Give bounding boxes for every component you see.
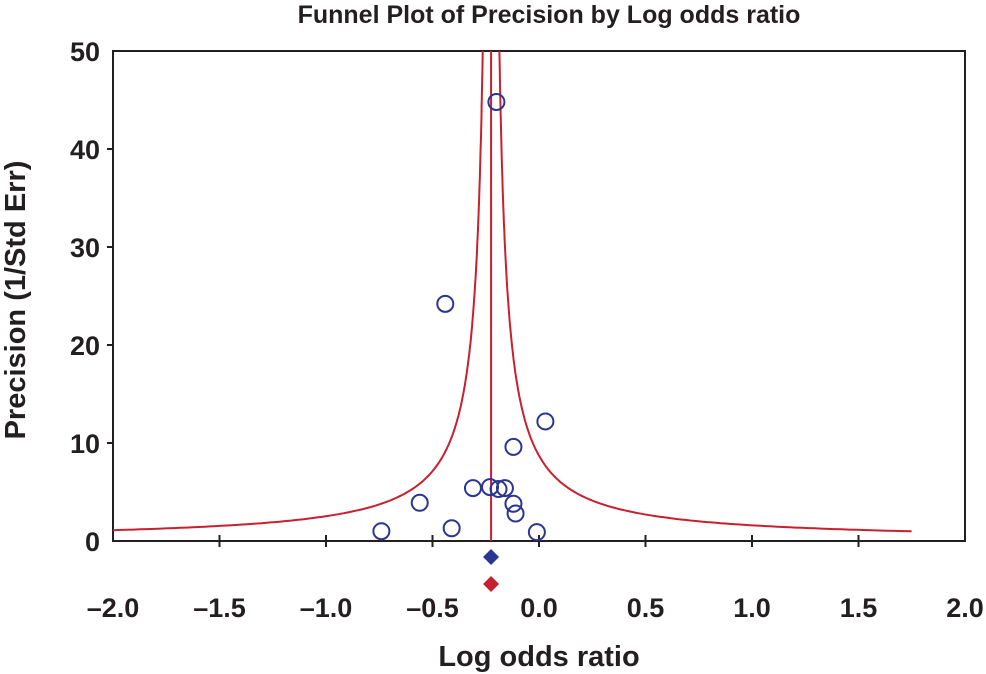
study-point	[489, 480, 508, 499]
study-point	[536, 412, 555, 431]
study-point	[436, 294, 455, 313]
funnel-right-line	[498, 50, 912, 533]
x-tick-label: –2.0	[87, 593, 140, 623]
study-point	[487, 92, 506, 111]
observed-summary-diamond	[483, 549, 500, 565]
x-tick-label: 0.0	[520, 593, 558, 623]
x-tick-label: 1.0	[733, 593, 771, 623]
study-point	[463, 479, 482, 498]
y-tick-label: 50	[70, 37, 100, 67]
x-tick-label: –1.5	[193, 593, 246, 623]
plot-area	[112, 50, 966, 542]
x-axis-label: Log odds ratio	[438, 641, 639, 673]
study-point	[410, 493, 429, 512]
chart-title: Funnel Plot of Precision by Log odds rat…	[298, 1, 801, 29]
axis-ticks: –2.0 –1.5 –1.0 –0.5 0.0 0.5 1.0 1.5 2.0 0 10 20 30 40…	[70, 37, 984, 623]
study-point	[504, 437, 523, 456]
x-tick-label: –1.0	[300, 593, 353, 623]
x-tick-label: 0.5	[627, 593, 665, 623]
study-point	[442, 519, 461, 538]
x-tick-label: –0.5	[406, 593, 459, 623]
y-tick-label: 10	[70, 429, 100, 459]
y-tick-label: 40	[70, 135, 100, 165]
y-tick-label: 0	[85, 527, 100, 557]
x-tick-label: 1.5	[840, 593, 878, 623]
study-point	[527, 523, 546, 542]
plot-frame	[112, 50, 966, 542]
funnel-left-line	[112, 50, 484, 532]
x-tick-label: 2.0	[946, 593, 984, 623]
y-axis-label: Precision (1/Std Err)	[0, 161, 32, 440]
study-point	[481, 478, 500, 497]
study-point	[506, 504, 525, 523]
study-point	[495, 479, 514, 498]
y-tick-label: 20	[70, 331, 100, 361]
data-marks	[112, 50, 912, 592]
study-point	[372, 522, 391, 541]
y-tick-label: 30	[70, 233, 100, 263]
study-point	[504, 494, 523, 513]
imputed-summary-diamond	[483, 576, 500, 592]
